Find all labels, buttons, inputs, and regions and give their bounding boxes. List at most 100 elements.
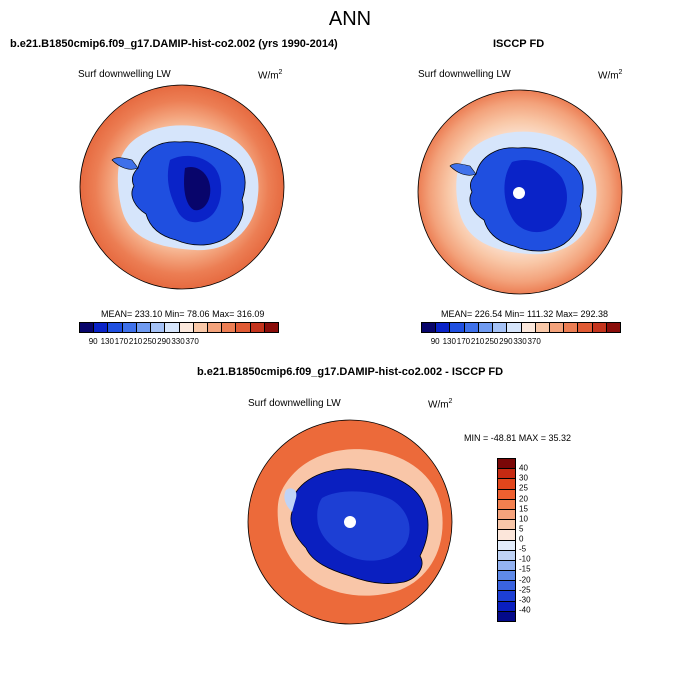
colorbar-tick-label: -25 (519, 585, 531, 595)
diff-antarctica-continent (290, 468, 429, 584)
colorbar-swatch (498, 530, 515, 541)
colorbar-tick-label: 250 (485, 337, 499, 346)
colorbar-tick-label: -15 (519, 564, 531, 574)
colorbar-tick-label: -30 (519, 595, 531, 605)
colorbar-swatch (498, 560, 515, 572)
colorbar-swatch (478, 323, 494, 332)
obs-colorbar (421, 322, 621, 333)
colorbar-tick-label: -40 (519, 605, 531, 615)
diff-pale-ring (277, 449, 443, 596)
colorbar-tick-label: 0 (519, 534, 524, 544)
obs-colorbar-ticks: 90 130 170 210 250 290 330 370 (421, 337, 619, 347)
colorbar-swatch (222, 323, 237, 332)
model-panel-title: b.e21.B1850cmip6.f09_g17.DAMIP-hist-co2.… (10, 38, 338, 50)
colorbar-tick-label: 170 (114, 337, 129, 346)
colorbar-swatch (165, 323, 180, 332)
model-colorbar-ticks: 90 130 170 210 250 290 330 370 (79, 337, 277, 347)
obs-antarctica-continent (469, 147, 584, 252)
colorbar-swatch (493, 323, 508, 332)
colorbar-swatch (498, 509, 515, 521)
colorbar-tick-label: 330 (171, 337, 185, 346)
colorbar-tick-label: 20 (519, 494, 528, 503)
colorbar-tick-label: 10 (519, 514, 528, 524)
colorbar-tick-label: 290 (499, 337, 513, 346)
diff-variable-label: Surf downwelling LW (248, 398, 341, 409)
colorbar-swatch (498, 611, 515, 621)
colorbar-swatch (498, 591, 515, 602)
colorbar-swatch (498, 571, 515, 582)
model-peninsula (111, 157, 139, 170)
obs-units-label: W/m2 (598, 69, 623, 82)
diff-colorbar (497, 458, 516, 622)
colorbar-swatch (498, 550, 515, 561)
colorbar-tick-label: 90 (430, 337, 440, 346)
colorbar-swatch (498, 601, 515, 612)
colorbar-tick-label: 170 (456, 337, 471, 346)
colorbar-tick-label: 250 (143, 337, 157, 346)
colorbar-swatch (498, 489, 515, 500)
colorbar-tick-label: 130 (100, 337, 114, 346)
colorbar-swatch (498, 459, 515, 470)
main-title: ANN (328, 8, 372, 30)
model-colorbar (79, 322, 279, 333)
colorbar-tick-label: 370 (527, 337, 541, 346)
colorbar-swatch (122, 323, 137, 332)
colorbar-swatch (250, 323, 265, 332)
colorbar-swatch (264, 323, 279, 332)
model-units-label: W/m2 (258, 69, 283, 82)
colorbar-swatch (136, 323, 152, 332)
colorbar-tick-label: 210 (128, 337, 143, 346)
colorbar-swatch (564, 323, 579, 332)
diff-interior-light (317, 491, 410, 561)
obs-peninsula (449, 163, 477, 176)
colorbar-swatch (507, 323, 522, 332)
diff-coastal-pale (284, 488, 297, 512)
diff-outer-warm-band (248, 420, 452, 490)
colorbar-tick-label: 30 (519, 473, 528, 483)
colorbar-swatch (592, 323, 607, 332)
colorbar-swatch (498, 479, 515, 490)
colorbar-swatch (207, 323, 223, 332)
diff-colorbar-ticks: 40 30 25 20 15 10 5 0 -5 -10 -15 -20 -25 -30 -40 (519, 458, 559, 620)
colorbar-tick-label: 40 (519, 463, 528, 473)
colorbar-swatch (94, 323, 109, 332)
colorbar-swatch (422, 323, 437, 332)
colorbar-swatch (179, 323, 194, 332)
model-interior-low (167, 155, 222, 223)
colorbar-swatch (464, 323, 479, 332)
colorbar-swatch (498, 540, 515, 551)
colorbar-tick-label: 210 (470, 337, 485, 346)
obs-variable-label: Surf downwelling LW (418, 69, 511, 80)
diff-ocean-field (248, 420, 452, 624)
model-sea-ice-zone (117, 125, 259, 251)
colorbar-swatch (151, 323, 166, 332)
model-variable-label: Surf downwelling LW (78, 69, 171, 80)
colorbar-tick-label: 25 (519, 483, 528, 493)
colorbar-swatch (236, 323, 251, 332)
obs-stats-text: MEAN= 226.54 Min= 111.32 Max= 292.38 (441, 309, 609, 319)
model-plateau-min (184, 166, 211, 211)
model-stats-text: MEAN= 233.10 Min= 78.06 Max= 316.09 (101, 309, 265, 319)
colorbar-swatch (80, 323, 95, 332)
obs-pole-hole (513, 187, 525, 199)
colorbar-swatch (535, 323, 550, 332)
colorbar-swatch (498, 469, 515, 480)
obs-interior-low (504, 159, 567, 233)
colorbar-tick-label: 5 (519, 524, 524, 534)
colorbar-swatch (108, 323, 123, 332)
colorbar-swatch (498, 581, 515, 592)
diff-panel-title: b.e21.B1850cmip6.f09_g17.DAMIP-hist-co2.… (196, 366, 504, 378)
colorbar-swatch (549, 323, 565, 332)
colorbar-swatch (450, 323, 465, 332)
colorbar-tick-label: -10 (519, 554, 531, 564)
model-antarctica-continent (131, 141, 246, 246)
colorbar-swatch (436, 323, 451, 332)
colorbar-tick-label: 130 (442, 337, 456, 346)
colorbar-swatch (578, 323, 593, 332)
colorbar-tick-label: 370 (185, 337, 199, 346)
model-ocean-field (80, 85, 284, 289)
colorbar-tick-label: 330 (513, 337, 527, 346)
